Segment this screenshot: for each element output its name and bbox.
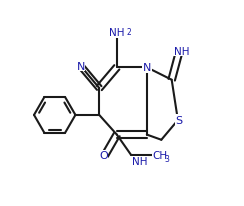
Text: NH: NH <box>132 156 148 166</box>
Text: N: N <box>143 63 151 73</box>
Text: 3: 3 <box>165 154 170 163</box>
Text: 2: 2 <box>126 28 131 37</box>
Text: S: S <box>175 116 183 125</box>
Text: N: N <box>76 62 85 71</box>
Text: O: O <box>99 150 108 160</box>
Text: NH: NH <box>109 28 125 38</box>
Text: CH: CH <box>153 150 168 160</box>
Text: NH: NH <box>173 47 189 56</box>
